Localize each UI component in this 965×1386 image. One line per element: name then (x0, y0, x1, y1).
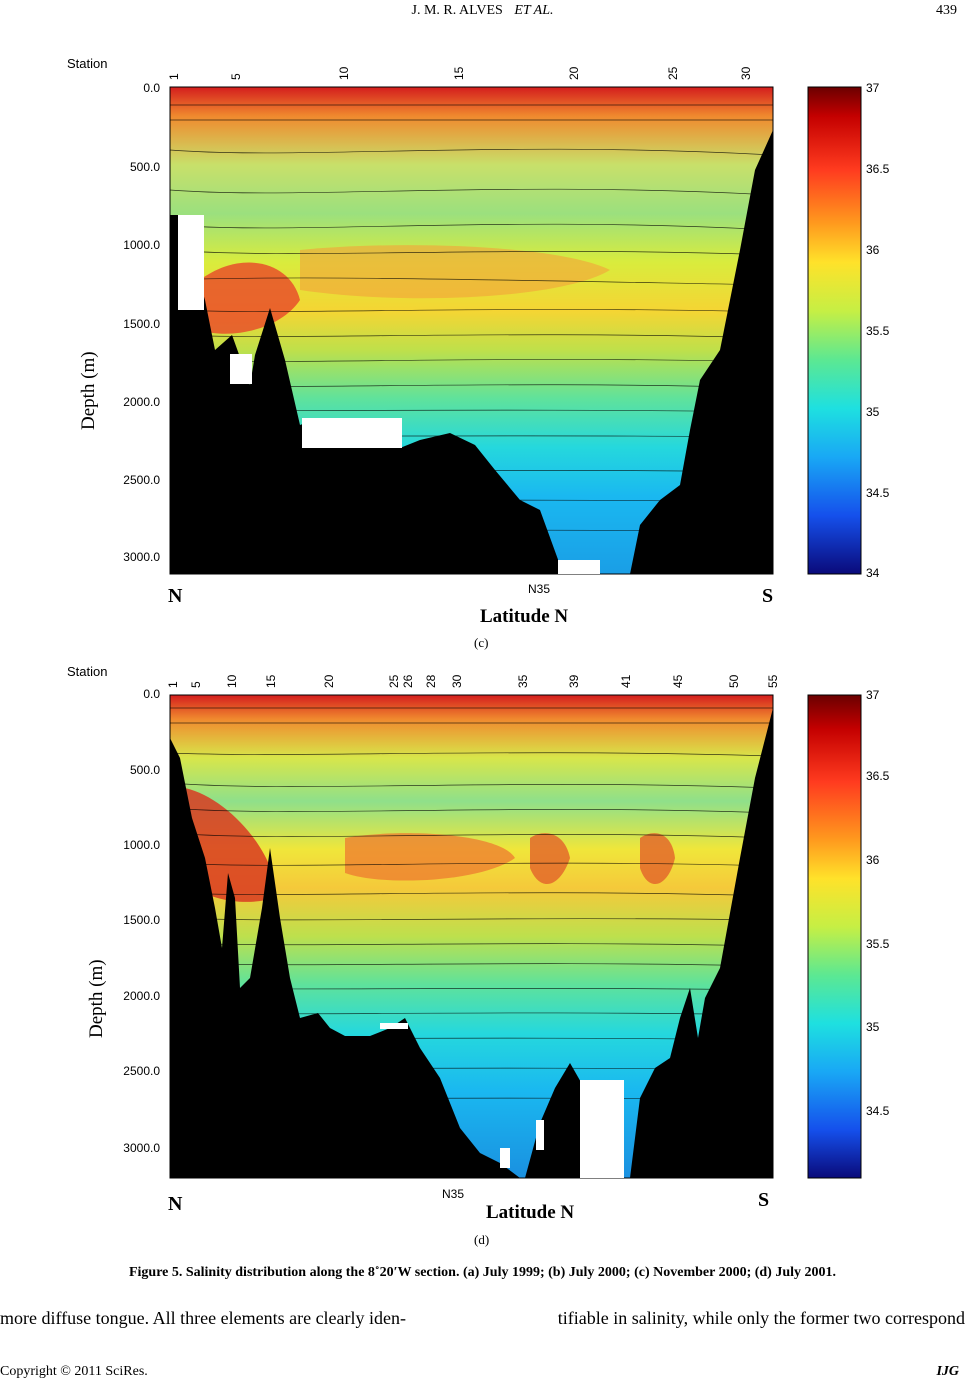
depth-tick: 1000.0 (123, 838, 160, 852)
masked-region (558, 560, 600, 574)
station-label: 26 (401, 674, 415, 688)
colorbar-tick: 36 (866, 243, 880, 257)
y-axis-label: Depth (m) (86, 959, 107, 1038)
colorbar-tick: 35.5 (866, 937, 890, 951)
page-number: 439 (936, 3, 957, 18)
station-label: 25 (666, 66, 680, 80)
station-ticks: 1 5 10 15 20 25 30 (167, 66, 753, 80)
figure-caption: Figure 5. Salinity distribution along th… (128, 1265, 837, 1280)
masked-region (302, 418, 402, 448)
station-label: 25 (387, 674, 401, 688)
depth-tick: 0.0 (143, 81, 160, 95)
station-label: 1 (167, 73, 181, 80)
masked-region (230, 354, 252, 384)
meddy-core (530, 833, 570, 885)
colorbar (807, 86, 862, 575)
colorbar-tick: 36.5 (866, 162, 890, 176)
station-title: Station (67, 56, 107, 71)
station-label: 5 (189, 681, 203, 688)
station-label: 30 (450, 674, 464, 688)
warm-tongue (300, 245, 610, 299)
figure-panel-d: Station 1 5 10 15 20 25 26 28 30 35 39 4… (0, 658, 965, 1250)
mow-core (200, 262, 300, 334)
meddy-core (640, 833, 675, 885)
colorbar-tick: 35 (866, 1020, 880, 1034)
depth-tick: 500.0 (130, 763, 160, 777)
station-label: 20 (567, 66, 581, 80)
colorbar-tick: 35 (866, 405, 880, 419)
depth-axis: 0.0 500.0 1000.0 1500.0 2000.0 2500.0 30… (123, 687, 160, 1155)
station-label: 1 (166, 681, 180, 688)
north-label: N (168, 585, 183, 607)
x-axis-label: Latitude N (486, 1202, 574, 1223)
station-label: 10 (337, 66, 351, 80)
depth-tick: 500.0 (130, 160, 160, 174)
station-label: 45 (671, 674, 685, 688)
colorbar-tick: 37 (866, 81, 880, 95)
journal-abbrev: IJG (936, 1364, 959, 1379)
colorbar-ticks: 37 36.5 36 35.5 35 34.5 (866, 688, 890, 1118)
masked-region (500, 1148, 510, 1168)
depth-tick: 2000.0 (123, 395, 160, 409)
north-label: N (168, 1193, 183, 1215)
station-label: 50 (727, 674, 741, 688)
masked-region (178, 215, 204, 310)
depth-tick: 3000.0 (123, 1141, 160, 1155)
colorbar-tick: 37 (866, 688, 880, 702)
depth-axis: 0.0 500.0 1000.0 1500.0 2000.0 2500.0 30… (123, 81, 160, 564)
colorbar-tick: 36 (866, 853, 880, 867)
station-title: Station (67, 664, 107, 679)
station-label: 28 (424, 674, 438, 688)
depth-tick: 1500.0 (123, 317, 160, 331)
colorbar (807, 694, 862, 1179)
seafloor (170, 130, 773, 574)
masked-region (580, 1080, 624, 1178)
station-label: 30 (739, 66, 753, 80)
colorbar-tick: 34.5 (866, 1104, 890, 1118)
figure-panel-c: Station 1 5 10 15 20 25 30 (0, 50, 965, 650)
seafloor (170, 708, 773, 1178)
running-title-italic: ET AL. (514, 3, 554, 18)
body-text-right: tifiable in salinity, while only the for… (557, 1308, 965, 1328)
depth-tick: 2000.0 (123, 989, 160, 1003)
depth-tick: 3000.0 (123, 550, 160, 564)
colorbar-tick: 34 (866, 566, 880, 580)
depth-tick: 1000.0 (123, 238, 160, 252)
station-label: 5 (229, 73, 243, 80)
x-axis-label: Latitude N (480, 606, 568, 627)
station-label: 15 (264, 674, 278, 688)
masked-region (380, 1023, 408, 1029)
station-label: 55 (766, 674, 780, 688)
station-label: 15 (452, 66, 466, 80)
station-label: 35 (516, 674, 530, 688)
station-ticks: 1 5 10 15 20 25 26 28 30 35 39 41 45 50 … (166, 674, 780, 688)
colorbar-ticks: 37 36.5 36 35.5 35 34.5 34 (866, 81, 890, 580)
panel-label: (c) (474, 635, 488, 650)
colorbar-tick: 36.5 (866, 769, 890, 783)
station-label: 10 (225, 674, 239, 688)
depth-tick: 2500.0 (123, 1064, 160, 1078)
depth-tick: 2500.0 (123, 473, 160, 487)
panel-label: (d) (474, 1232, 489, 1247)
mid-tick: N35 (528, 582, 550, 596)
body-text-left: more diffuse tongue. All three elements … (0, 1308, 407, 1328)
station-label: 39 (567, 674, 581, 688)
colorbar-tick: 34.5 (866, 486, 890, 500)
mid-tick: N35 (442, 1187, 464, 1201)
running-title: J. M. R. ALVES (411, 3, 503, 18)
running-header: J. M. R. ALVES ET AL. (0, 3, 965, 19)
salinity-section-c: Station 1 5 10 15 20 25 30 (67, 56, 890, 650)
depth-tick: 1500.0 (123, 913, 160, 927)
depth-tick: 0.0 (143, 687, 160, 701)
copyright-notice: Copyright © 2011 SciRes. (0, 1364, 148, 1379)
masked-region (536, 1120, 544, 1150)
salinity-section-d: Station 1 5 10 15 20 25 26 28 30 35 39 4… (67, 664, 890, 1247)
station-label: 41 (619, 674, 633, 688)
meddy-core (345, 833, 515, 881)
colorbar-tick: 35.5 (866, 324, 890, 338)
y-axis-label: Depth (m) (78, 351, 99, 430)
south-label: S (758, 1189, 769, 1211)
south-label: S (762, 585, 773, 607)
station-label: 20 (322, 674, 336, 688)
